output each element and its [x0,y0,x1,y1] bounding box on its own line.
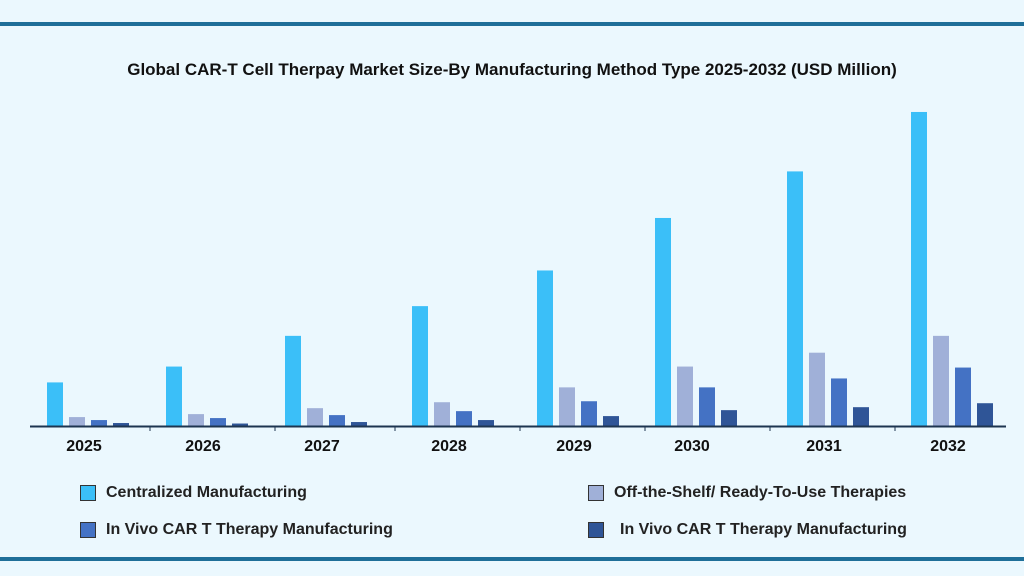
bar-2032-series-1 [933,335,949,426]
bar-2032-series-3 [977,403,993,426]
bar-2030-series-2 [699,387,715,426]
bar-2028-series-3 [478,420,494,426]
bar-2028-series-1 [434,402,450,426]
bottom-border [0,557,1024,561]
bar-2025-series-1 [69,417,85,426]
bar-2028-series-2 [456,411,472,426]
bar-2027-series-0 [285,335,301,426]
bar-2030-series-1 [677,366,693,426]
x-tick-label: 2032 [930,438,966,455]
legend-label: In Vivo CAR T Therapy Manufacturing [106,521,393,538]
bar-2027-series-2 [329,415,345,426]
bar-2025-series-3 [113,423,129,426]
x-tick-label: 2029 [556,438,592,455]
bar-2026-series-0 [166,366,182,426]
bar-2031-series-0 [787,171,803,426]
bar-2025-series-0 [47,382,63,426]
chart-title: Global CAR-T Cell Therpay Market Size-By… [127,60,897,79]
legend-item: Centralized Manufacturing [80,484,307,502]
bar-2030-series-0 [655,217,671,426]
bar-2031-series-3 [853,407,869,426]
legend-label: Centralized Manufacturing [106,484,307,501]
x-tick-label: 2031 [806,438,842,455]
bar-2031-series-2 [831,378,847,426]
bar-2026-series-1 [188,414,204,426]
x-tick-label: 2028 [431,438,467,455]
bar-2027-series-1 [307,408,323,426]
x-tick-label: 2030 [674,438,710,455]
x-tick-label: 2025 [66,438,102,455]
top-border [0,22,1024,26]
bar-2029-series-0 [537,270,553,426]
legend-label: In Vivo CAR T Therapy Manufacturing [620,521,907,538]
legend-swatch [588,485,604,501]
legend-label: Off-the-Shelf/ Ready-To-Use Therapies [614,484,907,501]
legend-item: Off-the-Shelf/ Ready-To-Use Therapies [588,484,906,502]
bar-2025-series-2 [91,420,107,426]
bar-2026-series-3 [232,423,248,426]
bar-2032-series-2 [955,367,971,426]
legend-swatch [588,522,604,538]
bar-2032-series-0 [911,111,927,427]
bar-2026-series-2 [210,418,226,426]
bar-2030-series-3 [721,410,737,426]
x-tick-label: 2027 [304,438,340,455]
x-tick-label: 2026 [185,438,221,455]
bar-2029-series-3 [603,416,619,426]
legend-swatch [80,485,96,501]
legend-item: In Vivo CAR T Therapy Manufacturing [80,521,393,539]
bar-2027-series-3 [351,422,367,426]
bar-2028-series-0 [412,306,428,426]
bar-2029-series-2 [581,401,597,426]
legend-swatch [80,522,96,538]
bar-2029-series-1 [559,387,575,426]
legend-item: In Vivo CAR T Therapy Manufacturing [588,521,907,539]
bar-2031-series-1 [809,352,825,426]
